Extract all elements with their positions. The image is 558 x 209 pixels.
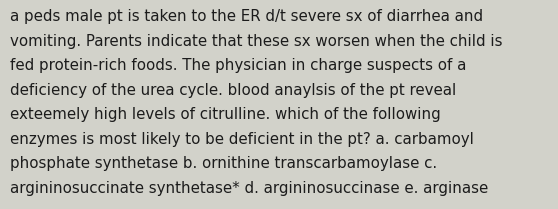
Text: phosphate synthetase b. ornithine transcarbamoylase c.: phosphate synthetase b. ornithine transc…	[10, 156, 437, 171]
Text: vomiting. Parents indicate that these sx worsen when the child is: vomiting. Parents indicate that these sx…	[10, 34, 503, 49]
Text: a peds male pt is taken to the ER d/t severe sx of diarrhea and: a peds male pt is taken to the ER d/t se…	[10, 9, 483, 24]
Text: fed protein-rich foods. The physician in charge suspects of a: fed protein-rich foods. The physician in…	[10, 58, 466, 73]
Text: deficiency of the urea cycle. blood anaylsis of the pt reveal: deficiency of the urea cycle. blood anay…	[10, 83, 456, 98]
Text: enzymes is most likely to be deficient in the pt? a. carbamoyl: enzymes is most likely to be deficient i…	[10, 132, 474, 147]
Text: argininosuccinate synthetase* d. argininosuccinase e. arginase: argininosuccinate synthetase* d. arginin…	[10, 181, 488, 196]
Text: exteemely high levels of citrulline. which of the following: exteemely high levels of citrulline. whi…	[10, 107, 441, 122]
